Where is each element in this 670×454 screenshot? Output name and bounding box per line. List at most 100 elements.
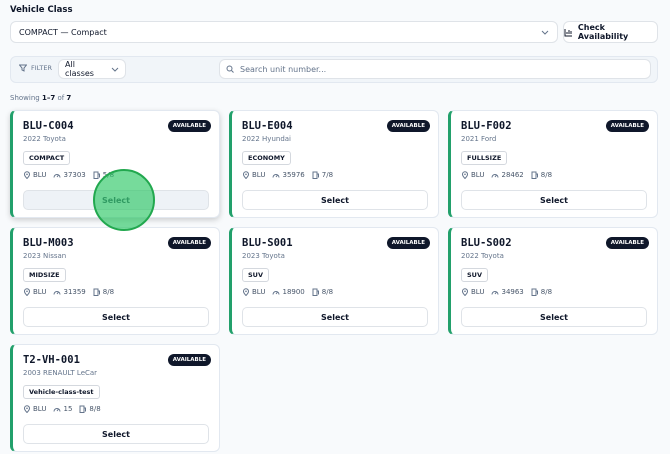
vehicle: 2023 Nissan xyxy=(23,252,67,260)
vehicle: 2022 Hyundai xyxy=(242,135,291,143)
fuel-icon xyxy=(531,171,538,179)
location: BLU xyxy=(242,288,265,296)
unit-card: T2-VH-001 2003 RENAULT LeCar Vehicle-class… xyxy=(10,344,220,452)
fuel: 7/8 xyxy=(312,171,333,179)
pin-icon xyxy=(242,171,250,179)
unit-number: BLU-C004 xyxy=(23,120,74,132)
meta-row: BLU 31359 8/8 xyxy=(23,288,114,296)
fuel-value: 8/8 xyxy=(540,171,553,179)
mileage: 35976 xyxy=(272,171,305,179)
fuel: 8/8 xyxy=(79,405,101,413)
pin-icon xyxy=(461,171,469,179)
location-value: BLU xyxy=(252,288,266,296)
location-value: BLU xyxy=(33,288,47,296)
vehicle: 2021 Ford xyxy=(461,135,497,143)
meta-row: BLU 28462 8/8 xyxy=(461,171,552,179)
vehicle: 2022 Toyota xyxy=(23,135,66,143)
vehicle: 2003 RENAULT LeCar xyxy=(23,369,98,377)
text: Showing xyxy=(10,94,40,102)
status-badge: AVAILABLE xyxy=(386,120,430,132)
fuel-icon xyxy=(79,405,87,413)
mileage: 15 xyxy=(53,405,72,413)
fuel-value: 8/8 xyxy=(321,288,334,296)
status-badge: AVAILABLE xyxy=(386,237,430,249)
mileage: 34963 xyxy=(491,288,524,296)
select-button[interactable]: Select xyxy=(242,190,428,210)
location: BLU xyxy=(23,171,46,179)
gauge-icon xyxy=(53,408,61,412)
class-select[interactable]: COMPACT — Compact xyxy=(10,21,558,43)
select-button[interactable]: Select xyxy=(461,307,647,327)
meta-row: BLU 34963 8/8 xyxy=(461,288,552,296)
meta-row: BLU 15 8/8 xyxy=(23,405,101,413)
vehicle: 2022 Toyota xyxy=(461,252,504,260)
result-count: Showing 1–7 of 7 xyxy=(10,94,71,102)
class-badge: MIDSIZE xyxy=(23,268,66,282)
mileage-value: 15 xyxy=(63,405,73,413)
mileage-value: 31359 xyxy=(63,288,86,296)
location: BLU xyxy=(23,405,46,413)
chart-icon xyxy=(564,28,572,36)
mileage-value: 35976 xyxy=(282,171,305,179)
select-button[interactable]: Select xyxy=(23,307,209,327)
fuel-icon xyxy=(531,288,538,296)
meta-row: BLU 18900 8/8 xyxy=(242,288,333,296)
select-button[interactable]: Select xyxy=(23,190,209,210)
filter-text: FILTER xyxy=(31,64,52,72)
chevron xyxy=(111,67,119,72)
fuel-value: 7/8 xyxy=(321,171,334,179)
status-badge: AVAILABLE xyxy=(605,237,649,249)
unit-number: BLU-F002 xyxy=(461,120,512,132)
filter-label: FILTER xyxy=(19,64,52,72)
select-button[interactable]: Select xyxy=(461,190,647,210)
button-label: Check Availability xyxy=(577,23,629,41)
gauge-icon xyxy=(53,291,61,295)
mileage-value: 18900 xyxy=(282,288,305,296)
status-badge: AVAILABLE xyxy=(167,354,211,366)
location: BLU xyxy=(23,288,46,296)
fuel-value: 8/8 xyxy=(540,288,553,296)
class-badge: SUV xyxy=(461,268,488,282)
class-badge: FULLSIZE xyxy=(461,151,508,165)
mileage: 28462 xyxy=(491,171,524,179)
select-button[interactable]: Select xyxy=(242,307,428,327)
mileage-value: 34963 xyxy=(501,288,524,296)
pin-icon xyxy=(242,288,250,296)
fuel: 8/8 xyxy=(531,288,552,296)
fuel: 8/8 xyxy=(531,171,552,179)
unit-number: BLU-S001 xyxy=(242,237,293,249)
mileage: 37303 xyxy=(53,171,86,179)
class-badge: ECONOMY xyxy=(242,151,291,165)
gauge-icon xyxy=(272,291,280,295)
unit-number: BLU-S002 xyxy=(461,237,512,249)
placeholder: Search unit number... xyxy=(240,64,327,74)
range: 1–7 xyxy=(41,94,56,102)
check-availability-button[interactable]: Check Availability xyxy=(563,21,658,43)
location: BLU xyxy=(242,171,265,179)
unit-number: BLU-E004 xyxy=(242,120,293,132)
fuel: 8/8 xyxy=(93,288,114,296)
location-value: BLU xyxy=(252,171,266,179)
meta-row: BLU 35976 7/8 xyxy=(242,171,333,179)
chevron xyxy=(541,30,549,35)
fuel: 5/8 xyxy=(93,171,114,179)
vehicle: 2023 Toyota xyxy=(242,252,285,260)
fuel-icon xyxy=(93,171,100,179)
unit-number: T2-VH-001 xyxy=(23,354,80,366)
filter-select[interactable]: All classes xyxy=(58,59,126,79)
search-input[interactable]: Search unit number... xyxy=(219,59,651,79)
status-badge: AVAILABLE xyxy=(167,237,211,249)
total: 7 xyxy=(66,94,72,102)
unit-card: BLU-E004 2022 Hyundai ECONOMY AVAILABLE BLU 3… xyxy=(229,110,439,218)
fuel-icon xyxy=(312,171,319,179)
location-value: BLU xyxy=(33,171,47,179)
fuel: 8/8 xyxy=(312,288,333,296)
location: BLU xyxy=(461,288,484,296)
pin-icon xyxy=(461,288,469,296)
unit-card: BLU-S001 2023 Toyota SUV AVAILABLE BLU 18900 8… xyxy=(229,227,439,335)
location-value: BLU xyxy=(471,171,485,179)
select-button[interactable]: Select xyxy=(23,424,209,444)
unit-card: BLU-F002 2021 Ford FULLSIZE AVAILABLE BLU 284… xyxy=(448,110,658,218)
gauge-icon xyxy=(491,174,499,178)
